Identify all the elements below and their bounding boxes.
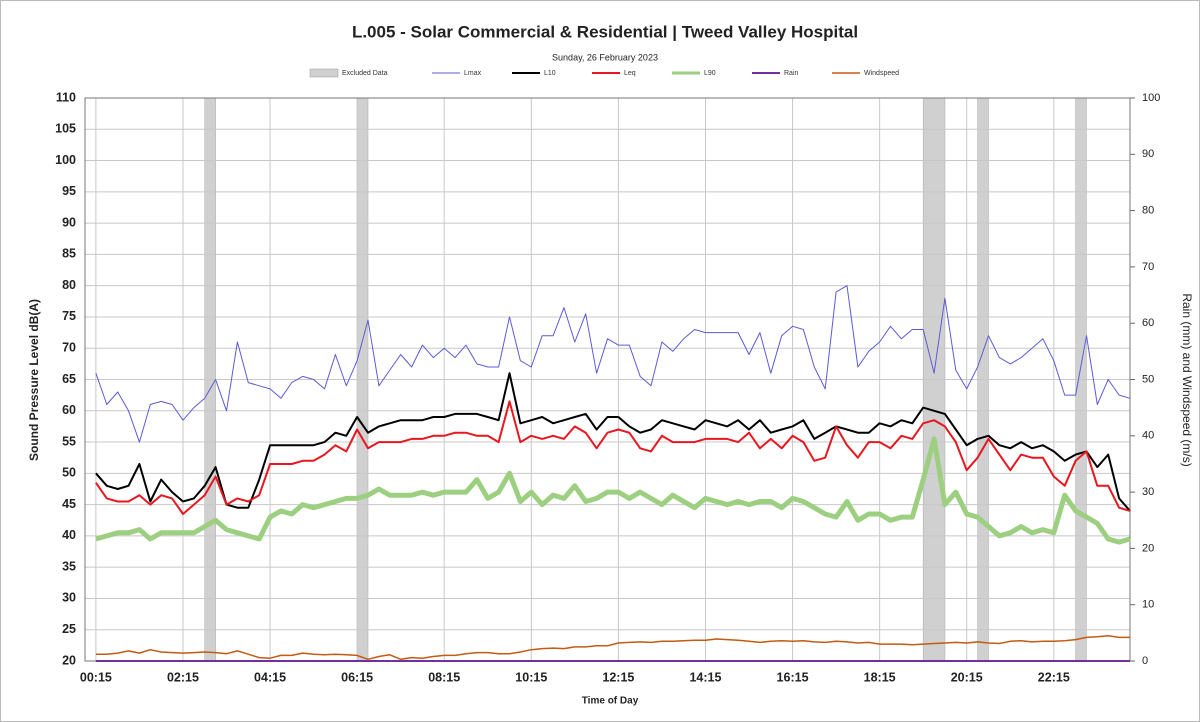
y-axis-label: Sound Pressure Level dB(A) bbox=[27, 299, 41, 461]
legend-label: L10 bbox=[544, 70, 556, 77]
y-tick-label: 25 bbox=[62, 622, 76, 636]
y-tick-label: 110 bbox=[56, 90, 76, 104]
x-tick-label: 00:15 bbox=[80, 670, 112, 684]
x-tick-label: 14:15 bbox=[689, 670, 721, 684]
x-tick-label: 12:15 bbox=[602, 670, 634, 684]
y2-tick-label: 70 bbox=[1142, 261, 1154, 273]
y-tick-label: 20 bbox=[62, 653, 76, 667]
y2-tick-label: 100 bbox=[1142, 92, 1160, 104]
y-tick-label: 90 bbox=[62, 215, 76, 229]
y2-tick-label: 90 bbox=[1142, 148, 1154, 160]
y-tick-label: 45 bbox=[62, 497, 76, 511]
y-tick-label: 85 bbox=[62, 247, 76, 261]
y-tick-label: 100 bbox=[55, 153, 76, 167]
y2-tick-label: 60 bbox=[1142, 317, 1154, 329]
series-line bbox=[95, 634, 1130, 661]
chart-title: L.005 - Solar Commercial & Residential |… bbox=[352, 22, 858, 41]
y2-tick-label: 0 bbox=[1142, 655, 1148, 667]
x-tick-label: 08:15 bbox=[428, 670, 460, 684]
x-tick-label: 22:15 bbox=[1038, 670, 1070, 684]
y-tick-label: 50 bbox=[62, 466, 76, 480]
series-line bbox=[95, 285, 1131, 443]
legend-label: Excluded Data bbox=[342, 70, 388, 77]
x-tick-label: 04:15 bbox=[254, 670, 286, 684]
y-tick-label: 40 bbox=[62, 528, 76, 542]
y2-tick-label: 10 bbox=[1142, 599, 1154, 611]
y2-tick-label: 20 bbox=[1142, 542, 1154, 554]
y-tick-label: 35 bbox=[62, 559, 76, 573]
y-tick-label: 95 bbox=[62, 184, 76, 198]
legend-label: Lmax bbox=[464, 70, 482, 77]
y2-tick-label: 80 bbox=[1142, 205, 1154, 217]
chart-subtitle: Sunday, 26 February 2023 bbox=[552, 52, 658, 62]
x-axis-label: Time of Day bbox=[582, 696, 639, 707]
y2-axis-label: Rain (mm) and Windspeed (m/s) bbox=[1180, 293, 1194, 466]
y-tick-label: 80 bbox=[62, 278, 76, 292]
x-tick-label: 20:15 bbox=[951, 670, 983, 684]
y2-tick-label: 50 bbox=[1142, 373, 1154, 385]
legend-label: Leq bbox=[624, 70, 636, 77]
x-tick-label: 02:15 bbox=[167, 670, 199, 684]
y-tick-label: 60 bbox=[62, 403, 76, 417]
series-line bbox=[95, 400, 1131, 515]
x-tick-label: 18:15 bbox=[864, 670, 896, 684]
x-tick-label: 16:15 bbox=[777, 670, 809, 684]
legend-label: L90 bbox=[704, 70, 716, 77]
series-line bbox=[95, 372, 1131, 512]
x-tick-label: 10:15 bbox=[515, 670, 547, 684]
y-tick-label: 30 bbox=[62, 591, 76, 605]
legend-swatch bbox=[309, 68, 339, 78]
y-tick-label: 75 bbox=[62, 309, 76, 323]
y2-tick-label: 30 bbox=[1142, 486, 1154, 498]
legend-label: Windspeed bbox=[864, 70, 899, 77]
y-tick-label: 70 bbox=[62, 341, 76, 355]
legend-label: Rain bbox=[784, 70, 799, 77]
y2-tick-label: 40 bbox=[1142, 430, 1154, 442]
y-tick-label: 55 bbox=[62, 434, 76, 448]
x-tick-label: 06:15 bbox=[341, 670, 373, 684]
y-tick-label: 105 bbox=[55, 122, 76, 136]
series-line bbox=[95, 436, 1131, 545]
y-tick-label: 65 bbox=[62, 372, 76, 386]
